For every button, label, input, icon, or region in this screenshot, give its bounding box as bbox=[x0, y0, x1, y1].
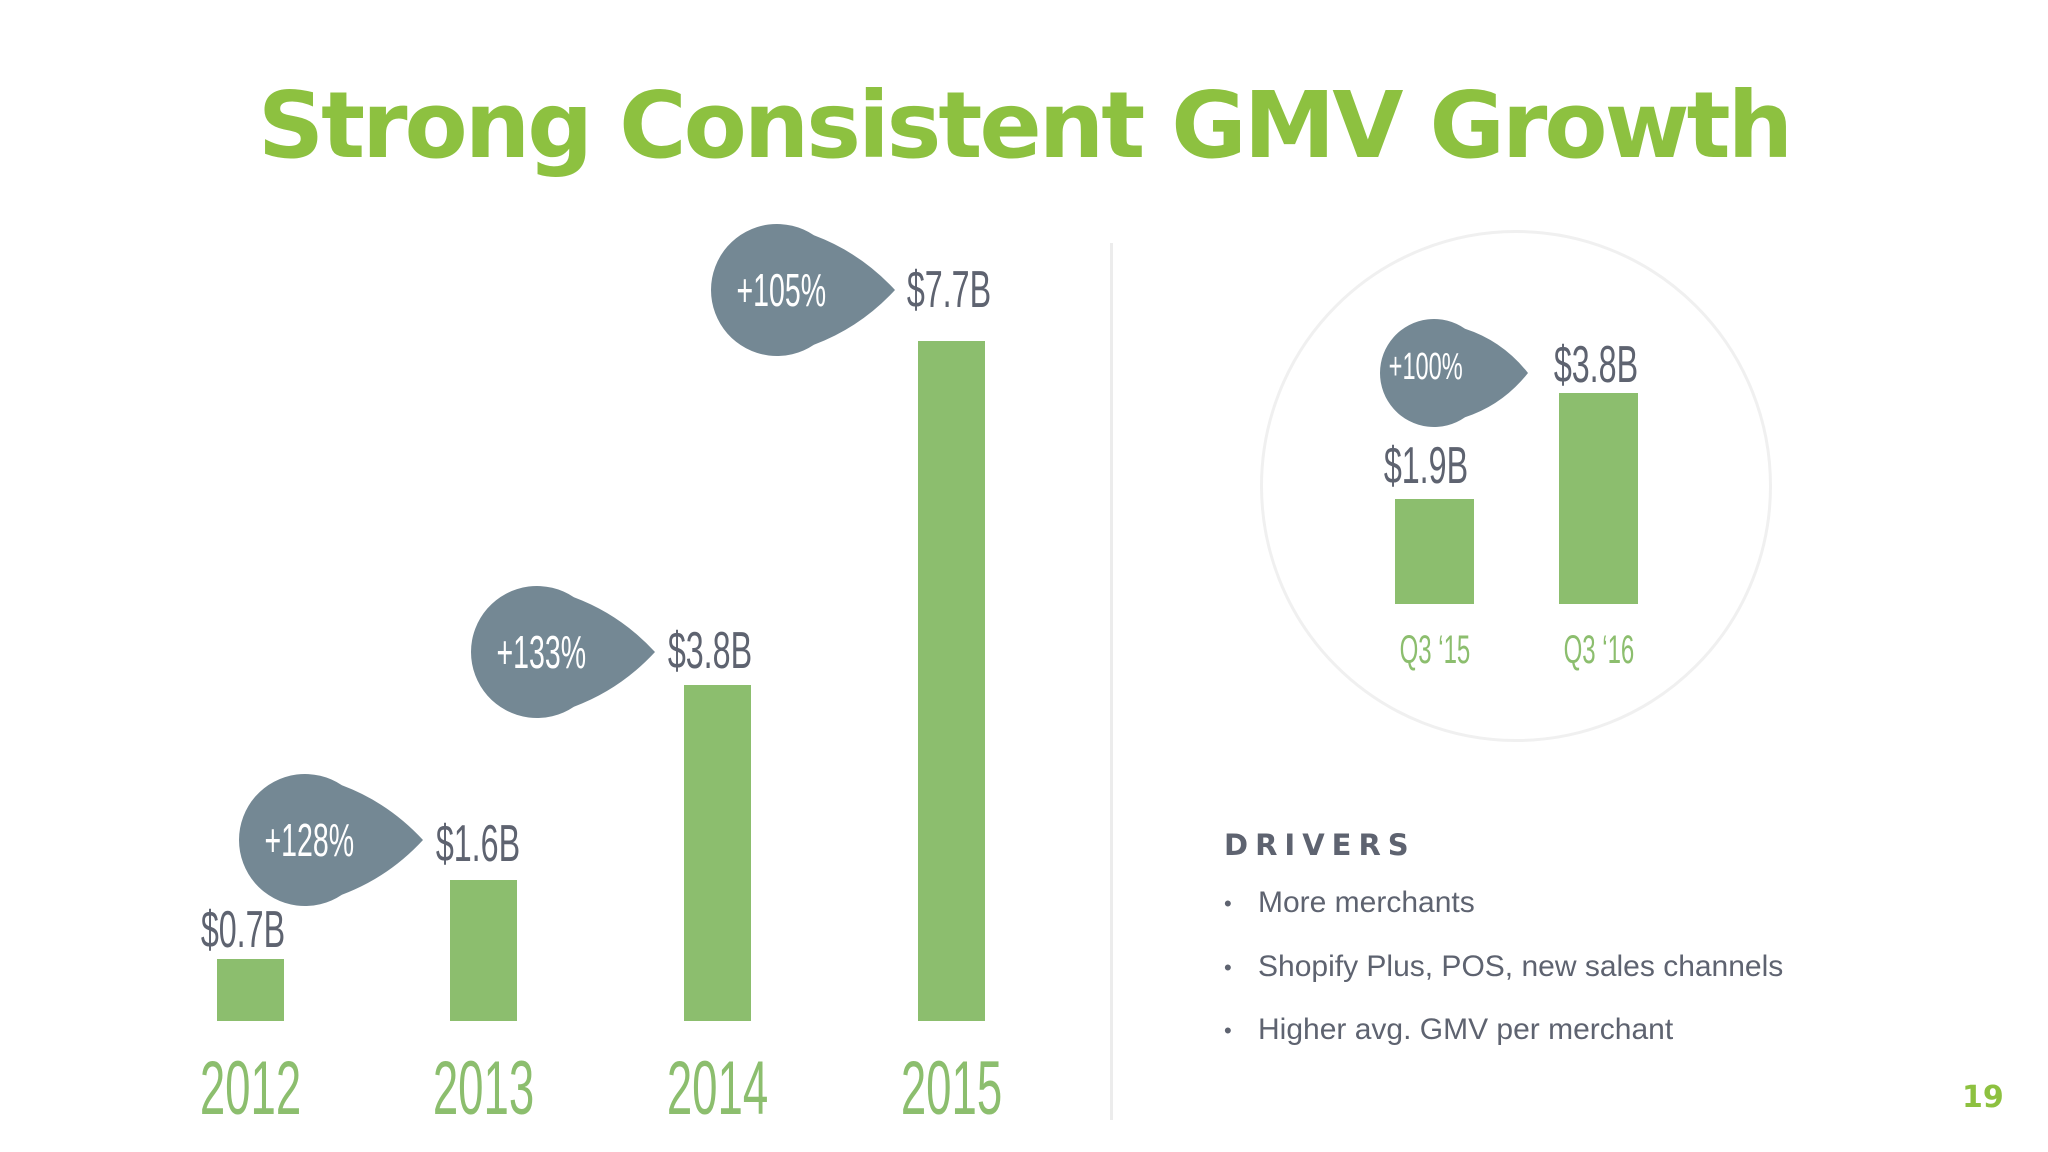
growth-bubble bbox=[239, 774, 423, 906]
value-label: $0.7B bbox=[200, 901, 286, 959]
divider bbox=[1110, 243, 1113, 1120]
year-label: 2013 bbox=[432, 1045, 534, 1131]
bullet-icon: • bbox=[1224, 1018, 1232, 1044]
value-label: $3.8B bbox=[1553, 336, 1639, 394]
bar-quarter bbox=[1394, 498, 1474, 604]
bullet-icon: • bbox=[1224, 955, 1232, 981]
bar-2014 bbox=[683, 685, 751, 1021]
slide-title: Strong Consistent GMV Growth bbox=[257, 72, 1793, 179]
drivers-heading: DRIVERS bbox=[1224, 828, 1416, 862]
quarter-label: Q3 ‘16 bbox=[1563, 627, 1635, 672]
value-label: $1.6B bbox=[435, 815, 521, 873]
growth-label: +105% bbox=[735, 264, 826, 316]
bullet-icon: • bbox=[1224, 891, 1232, 917]
value-label: $1.9B bbox=[1383, 437, 1469, 495]
page-number: 19 bbox=[1962, 1080, 2004, 1115]
bar-2012 bbox=[216, 959, 284, 1021]
year-label: 2012 bbox=[199, 1045, 301, 1131]
driver-item: • Higher avg. GMV per merchant bbox=[1224, 1013, 1674, 1046]
bar-2013 bbox=[449, 879, 517, 1021]
bar-2015 bbox=[917, 341, 985, 1021]
growth-label: +128% bbox=[263, 814, 354, 866]
growth-bubble bbox=[471, 586, 655, 719]
growth-label: +133% bbox=[495, 626, 586, 678]
growth-bubble bbox=[711, 224, 895, 357]
driver-item: • Shopify Plus, POS, new sales channels bbox=[1224, 950, 1784, 983]
quarter-highlight-circle bbox=[1260, 230, 1772, 742]
value-label: $3.8B bbox=[667, 622, 753, 680]
value-label: $7.7B bbox=[906, 261, 992, 319]
driver-item: • More merchants bbox=[1224, 886, 1475, 919]
year-label: 2014 bbox=[666, 1045, 768, 1131]
bar-quarter bbox=[1558, 393, 1638, 604]
year-label: 2015 bbox=[900, 1045, 1002, 1131]
growth-bubble bbox=[1379, 318, 1528, 427]
quarter-label: Q3 ‘15 bbox=[1399, 627, 1471, 672]
growth-label: +100% bbox=[1388, 346, 1463, 388]
